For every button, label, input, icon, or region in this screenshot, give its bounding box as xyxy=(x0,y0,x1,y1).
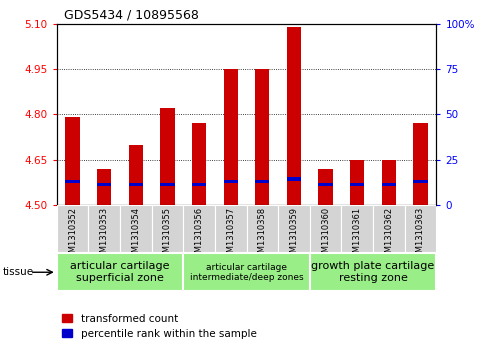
FancyBboxPatch shape xyxy=(183,205,215,252)
Bar xyxy=(318,169,333,205)
Bar xyxy=(350,160,364,205)
Text: growth plate cartilage
resting zone: growth plate cartilage resting zone xyxy=(312,261,435,283)
Text: tissue: tissue xyxy=(2,267,34,277)
Bar xyxy=(413,123,427,205)
Bar xyxy=(350,183,364,186)
FancyBboxPatch shape xyxy=(310,205,341,252)
Text: articular cartilage
intermediate/deep zones: articular cartilage intermediate/deep zo… xyxy=(190,262,303,282)
Bar xyxy=(129,144,143,205)
Bar xyxy=(66,180,80,183)
Bar xyxy=(97,169,111,205)
Text: GSM1310354: GSM1310354 xyxy=(131,207,141,263)
Bar xyxy=(223,69,238,205)
Bar xyxy=(223,180,238,183)
FancyBboxPatch shape xyxy=(246,205,278,252)
Text: GDS5434 / 10895568: GDS5434 / 10895568 xyxy=(64,8,199,21)
FancyBboxPatch shape xyxy=(183,253,310,291)
Text: GSM1310353: GSM1310353 xyxy=(100,207,108,263)
Bar xyxy=(287,177,301,181)
Text: GSM1310356: GSM1310356 xyxy=(195,207,204,263)
FancyBboxPatch shape xyxy=(57,205,88,252)
Bar xyxy=(382,160,396,205)
FancyBboxPatch shape xyxy=(405,205,436,252)
Bar xyxy=(160,108,175,205)
Bar xyxy=(160,183,175,186)
FancyBboxPatch shape xyxy=(310,253,436,291)
Text: articular cartilage
superficial zone: articular cartilage superficial zone xyxy=(70,261,170,283)
FancyBboxPatch shape xyxy=(215,205,246,252)
Bar xyxy=(413,180,427,183)
Bar xyxy=(318,183,333,186)
Text: GSM1310355: GSM1310355 xyxy=(163,207,172,263)
Bar xyxy=(382,183,396,186)
FancyBboxPatch shape xyxy=(120,205,152,252)
Text: GSM1310352: GSM1310352 xyxy=(68,207,77,263)
Bar xyxy=(192,183,206,186)
Bar xyxy=(255,69,270,205)
Bar xyxy=(287,26,301,205)
Text: GSM1310362: GSM1310362 xyxy=(385,207,393,263)
Bar xyxy=(192,123,206,205)
Text: GSM1310359: GSM1310359 xyxy=(289,207,298,263)
Bar xyxy=(97,183,111,186)
Text: GSM1310358: GSM1310358 xyxy=(258,207,267,263)
Text: GSM1310361: GSM1310361 xyxy=(352,207,362,263)
Text: GSM1310360: GSM1310360 xyxy=(321,207,330,263)
Legend: transformed count, percentile rank within the sample: transformed count, percentile rank withi… xyxy=(62,314,256,339)
FancyBboxPatch shape xyxy=(88,205,120,252)
Text: GSM1310363: GSM1310363 xyxy=(416,207,425,263)
Bar xyxy=(255,180,270,183)
FancyBboxPatch shape xyxy=(57,253,183,291)
Text: GSM1310357: GSM1310357 xyxy=(226,207,235,263)
Bar xyxy=(66,117,80,205)
FancyBboxPatch shape xyxy=(373,205,405,252)
Bar xyxy=(129,183,143,186)
FancyBboxPatch shape xyxy=(341,205,373,252)
FancyBboxPatch shape xyxy=(278,205,310,252)
FancyBboxPatch shape xyxy=(152,205,183,252)
